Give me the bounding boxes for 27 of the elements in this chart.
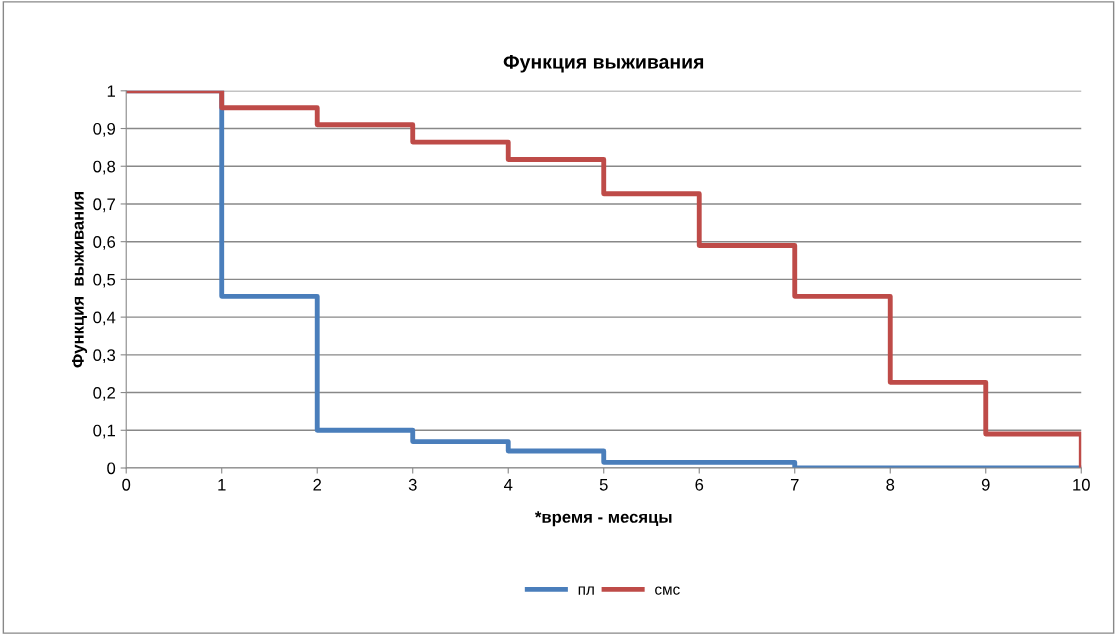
x-tick-label: 8 xyxy=(886,478,895,491)
legend-label: пл xyxy=(578,586,594,595)
x-axis-title: *время - месяцы xyxy=(534,511,672,527)
x-tick-label: 10 xyxy=(1073,478,1090,491)
y-tick-label: 0,5 xyxy=(93,273,116,288)
y-tick-label: 0,8 xyxy=(93,160,116,175)
y-tick-label: 0,1 xyxy=(93,424,115,439)
y-tick-label: 0,3 xyxy=(93,349,116,364)
x-tick-label: 7 xyxy=(790,479,799,491)
x-tick-label: 1 xyxy=(218,479,226,491)
y-tick-label: 0,9 xyxy=(93,122,116,137)
x-tick-label: 0 xyxy=(122,478,131,491)
y-tick-label: 1 xyxy=(107,85,115,97)
y-tick-label: 0,7 xyxy=(93,198,115,213)
x-tick-label: 3 xyxy=(408,478,417,491)
x-tick-label: 6 xyxy=(695,478,704,491)
x-tick-label: 9 xyxy=(981,478,990,491)
chart-title: Функция выживания xyxy=(503,55,704,73)
x-tick-label: 5 xyxy=(599,479,608,491)
y-tick-label: 0 xyxy=(107,462,116,475)
y-tick-label: 0,4 xyxy=(93,311,116,326)
x-tick-label: 4 xyxy=(503,479,513,491)
y-tick-label: 0,2 xyxy=(93,386,115,401)
legend-label: смс xyxy=(655,586,680,595)
y-axis-title: Функция выживания xyxy=(72,191,88,368)
x-tick-label: 2 xyxy=(313,478,322,491)
y-tick-label: 0,6 xyxy=(93,236,116,250)
